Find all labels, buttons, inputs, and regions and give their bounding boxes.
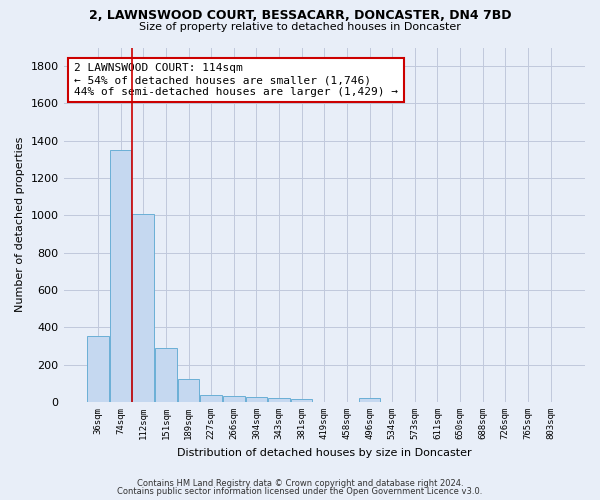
Bar [245, 397, 267, 402]
Bar [155, 348, 176, 402]
Bar [110, 150, 131, 402]
Text: Size of property relative to detached houses in Doncaster: Size of property relative to detached ho… [139, 22, 461, 32]
Text: Contains HM Land Registry data © Crown copyright and database right 2024.: Contains HM Land Registry data © Crown c… [137, 478, 463, 488]
Bar [87, 336, 109, 402]
Bar [200, 394, 222, 402]
Y-axis label: Number of detached properties: Number of detached properties [15, 137, 25, 312]
Text: 2 LAWNSWOOD COURT: 114sqm
← 54% of detached houses are smaller (1,746)
44% of se: 2 LAWNSWOOD COURT: 114sqm ← 54% of detac… [74, 64, 398, 96]
Text: Contains public sector information licensed under the Open Government Licence v3: Contains public sector information licen… [118, 487, 482, 496]
Text: 2, LAWNSWOOD COURT, BESSACARR, DONCASTER, DN4 7BD: 2, LAWNSWOOD COURT, BESSACARR, DONCASTER… [89, 9, 511, 22]
Bar [178, 378, 199, 402]
Bar [133, 214, 154, 402]
Bar [359, 398, 380, 402]
X-axis label: Distribution of detached houses by size in Doncaster: Distribution of detached houses by size … [177, 448, 472, 458]
Bar [291, 400, 313, 402]
Bar [223, 396, 245, 402]
Bar [268, 398, 290, 402]
